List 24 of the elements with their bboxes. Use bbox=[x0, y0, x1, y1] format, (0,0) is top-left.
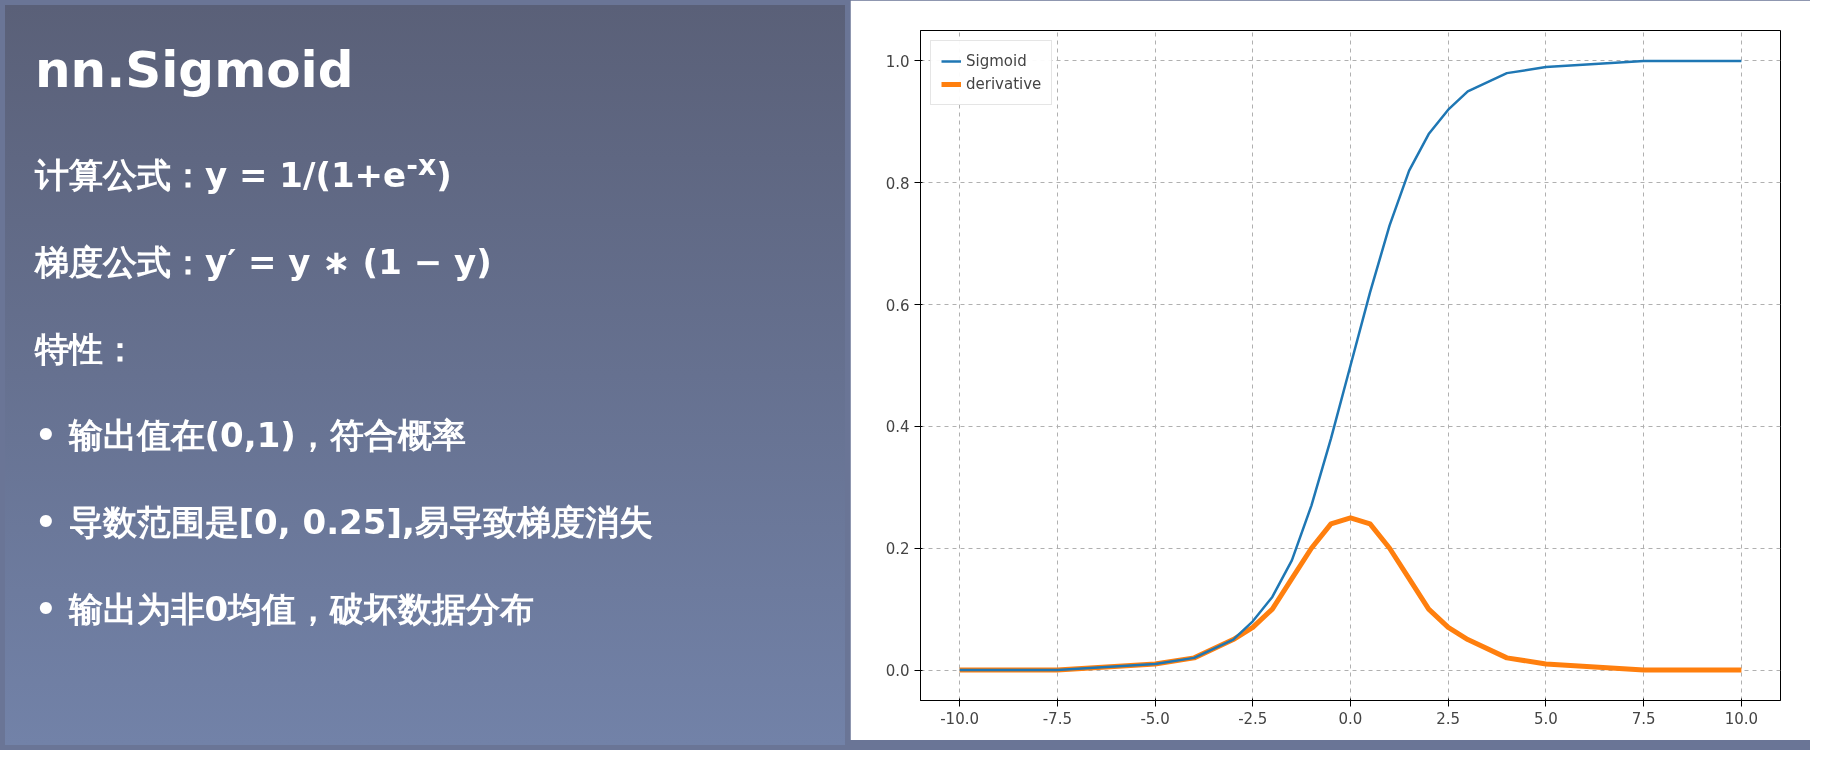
legend-label: derivative bbox=[966, 75, 1042, 93]
legend-label: Sigmoid bbox=[966, 52, 1027, 70]
x-tick-label: 10.0 bbox=[1724, 709, 1759, 728]
x-tick-label: -7.5 bbox=[1042, 709, 1072, 728]
x-tick-label: 5.0 bbox=[1534, 709, 1558, 728]
text: • 输出值在(0,1)，符合概率 bbox=[35, 414, 467, 458]
x-tick-label: -5.0 bbox=[1140, 709, 1170, 728]
x-tick-label: -2.5 bbox=[1238, 709, 1268, 728]
y-tick-label: 0.0 bbox=[885, 662, 910, 681]
text: • 导数范围是[0, 0.25],易导致梯度消失 bbox=[35, 501, 653, 544]
y-tick-label: 1.0 bbox=[885, 52, 910, 71]
text: 梯度公式：y′ = y ∗ (1 − y) bbox=[35, 241, 493, 285]
x-tick-label: -10.0 bbox=[940, 709, 979, 728]
y-tick-label: 0.2 bbox=[885, 540, 910, 559]
y-tick-label: 0.6 bbox=[885, 296, 910, 315]
text: nn.Sigmoid bbox=[35, 40, 355, 101]
x-tick-label: 7.5 bbox=[1631, 709, 1656, 728]
text: 特性： bbox=[35, 327, 138, 371]
x-tick-label: 0.0 bbox=[1338, 709, 1363, 728]
text: • 输出为非0均值，破坏数据分布 bbox=[35, 587, 536, 631]
x-tick-label: 2.5 bbox=[1436, 709, 1461, 728]
text: 计算公式：y = 1/(1+e$^{-x}$) bbox=[35, 148, 453, 198]
y-tick-label: 0.8 bbox=[885, 174, 910, 193]
y-tick-label: 0.4 bbox=[885, 418, 910, 437]
